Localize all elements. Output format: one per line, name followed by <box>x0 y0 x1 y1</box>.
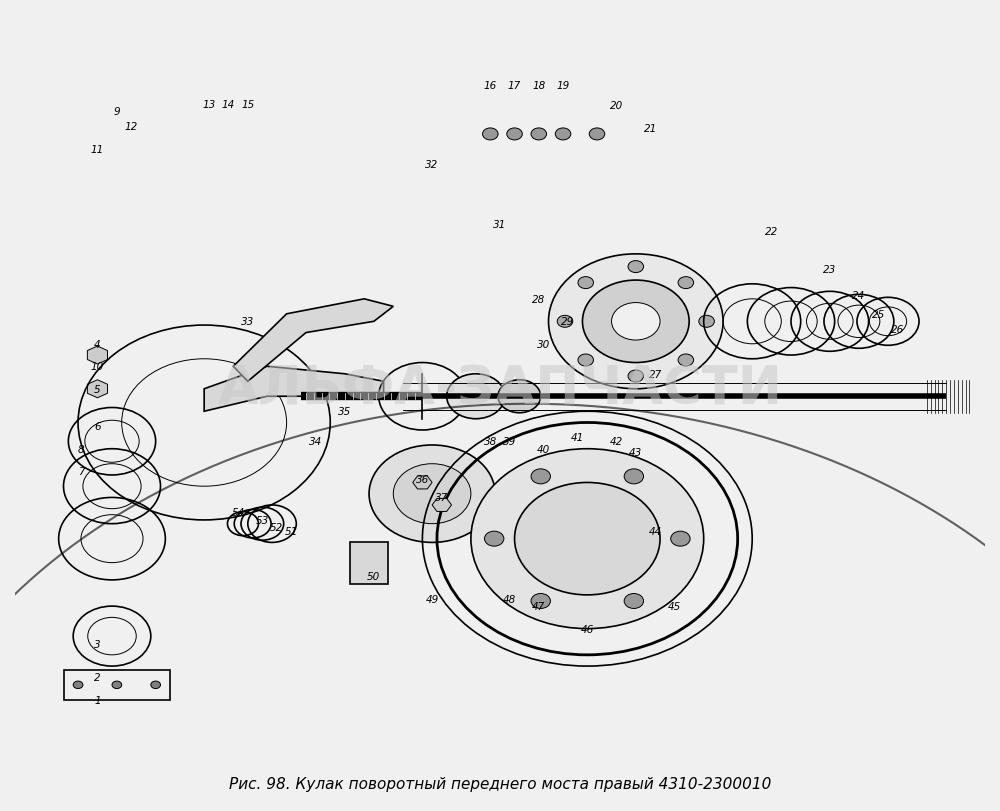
Polygon shape <box>432 499 452 512</box>
Circle shape <box>578 277 593 290</box>
Text: 31: 31 <box>493 220 507 230</box>
Circle shape <box>484 531 504 547</box>
Circle shape <box>498 380 541 414</box>
Text: 20: 20 <box>610 101 623 111</box>
Polygon shape <box>204 367 384 412</box>
Bar <box>64 670 170 700</box>
Polygon shape <box>87 346 108 365</box>
Text: 51: 51 <box>285 526 298 537</box>
Circle shape <box>507 129 522 141</box>
Circle shape <box>531 594 550 609</box>
Text: 33: 33 <box>241 317 254 327</box>
Text: Рис. 98. Кулак поворотный переднего моста правый 4310-2300010: Рис. 98. Кулак поворотный переднего мост… <box>229 776 771 791</box>
Text: 36: 36 <box>416 474 429 484</box>
Text: 46: 46 <box>581 624 594 634</box>
Circle shape <box>671 531 690 547</box>
Circle shape <box>678 354 694 367</box>
Text: 29: 29 <box>561 317 575 327</box>
Text: 9: 9 <box>114 107 120 118</box>
Text: 2: 2 <box>94 672 101 683</box>
Text: 16: 16 <box>484 81 497 91</box>
Text: 21: 21 <box>644 124 657 134</box>
Text: 54: 54 <box>231 508 245 517</box>
Circle shape <box>628 371 644 383</box>
Text: 4: 4 <box>94 339 101 350</box>
Text: 12: 12 <box>125 122 138 132</box>
Circle shape <box>624 470 644 484</box>
Text: 10: 10 <box>91 362 104 371</box>
Polygon shape <box>413 476 432 489</box>
Text: 48: 48 <box>503 594 516 604</box>
Circle shape <box>582 281 689 363</box>
Circle shape <box>483 129 498 141</box>
Text: 23: 23 <box>823 264 836 274</box>
Text: 15: 15 <box>241 100 254 109</box>
Text: 11: 11 <box>91 144 104 155</box>
Text: 43: 43 <box>629 448 642 458</box>
Text: 3: 3 <box>94 639 101 649</box>
Polygon shape <box>233 299 393 382</box>
Text: 39: 39 <box>503 436 516 447</box>
Circle shape <box>369 445 495 543</box>
Circle shape <box>548 255 723 389</box>
Circle shape <box>557 316 573 328</box>
Text: 34: 34 <box>309 436 322 447</box>
Circle shape <box>151 681 160 689</box>
Text: 49: 49 <box>425 594 439 604</box>
Bar <box>350 543 388 584</box>
Text: 40: 40 <box>537 444 550 454</box>
Circle shape <box>393 464 471 524</box>
Text: 25: 25 <box>872 310 885 320</box>
Text: 47: 47 <box>532 602 545 611</box>
Text: 28: 28 <box>532 294 545 304</box>
Text: 14: 14 <box>222 100 235 109</box>
Text: 24: 24 <box>852 290 866 301</box>
Text: 8: 8 <box>78 444 84 454</box>
Text: 45: 45 <box>668 602 681 611</box>
Circle shape <box>678 277 694 290</box>
Circle shape <box>515 483 660 595</box>
Text: 41: 41 <box>571 433 584 443</box>
Circle shape <box>612 303 660 341</box>
Text: 22: 22 <box>765 227 778 237</box>
Text: 37: 37 <box>435 493 448 503</box>
Text: 1: 1 <box>94 695 101 705</box>
Circle shape <box>471 449 704 629</box>
Text: 30: 30 <box>537 339 550 350</box>
Text: 44: 44 <box>649 526 662 537</box>
Circle shape <box>589 129 605 141</box>
Text: 7: 7 <box>78 466 84 477</box>
Text: 50: 50 <box>367 572 381 581</box>
Text: 27: 27 <box>649 369 662 380</box>
Polygon shape <box>87 380 108 398</box>
Circle shape <box>555 129 571 141</box>
Circle shape <box>531 470 550 484</box>
Text: 32: 32 <box>425 160 439 169</box>
Text: 38: 38 <box>484 436 497 447</box>
Text: 52: 52 <box>270 523 284 533</box>
Text: 19: 19 <box>556 81 570 91</box>
Text: 6: 6 <box>94 422 101 431</box>
Text: АЛЬФА-ЗАПЧАСТИ: АЛЬФА-ЗАПЧАСТИ <box>218 363 782 415</box>
Circle shape <box>699 316 714 328</box>
Text: 35: 35 <box>338 407 351 417</box>
Text: 5: 5 <box>94 384 101 394</box>
Circle shape <box>73 681 83 689</box>
Text: 18: 18 <box>532 81 545 91</box>
Text: 42: 42 <box>610 436 623 447</box>
Circle shape <box>112 681 122 689</box>
Text: 17: 17 <box>508 81 521 91</box>
Text: 13: 13 <box>202 100 216 109</box>
Circle shape <box>447 375 505 419</box>
Circle shape <box>531 129 547 141</box>
Text: 26: 26 <box>891 324 904 334</box>
Circle shape <box>628 261 644 273</box>
Circle shape <box>578 354 593 367</box>
Circle shape <box>624 594 644 609</box>
Text: 53: 53 <box>256 515 269 526</box>
